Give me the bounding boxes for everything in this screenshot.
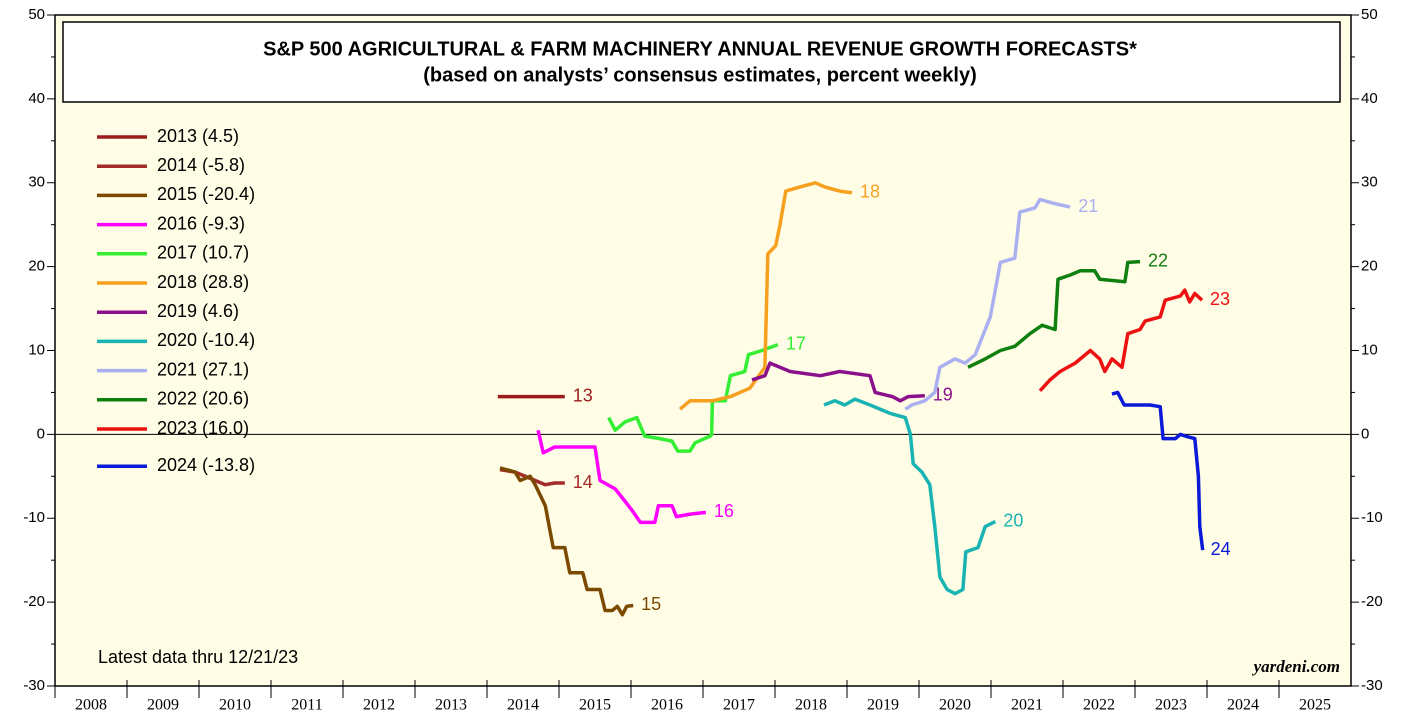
end-label: 21 [1078,196,1098,216]
x-tick-label: 2025 [1299,697,1331,714]
y-tick-label-right: 40 [1361,90,1378,107]
end-label: 18 [860,182,880,202]
y-tick-label: 0 [37,425,45,442]
x-tick-label: 2013 [435,697,467,714]
x-tick-label: 2021 [1011,697,1043,714]
title-box [62,21,1341,103]
legend-label: 2018 (28.8) [157,272,249,292]
legend-label: 2022 (20.6) [157,389,249,409]
legend-label: 2016 (-9.3) [157,213,245,233]
y-tick-label: 10 [28,341,45,358]
chart-subtitle: (based on analysts’ consensus estimates,… [423,64,977,86]
x-tick-label: 2024 [1227,697,1259,714]
legend-label: 2020 (-10.4) [157,330,255,350]
legend-label: 2019 (4.6) [157,301,239,321]
legend: 2013 (4.5) 2014 (-5.8) 2015 (-20.4) 2016 (-… [97,126,255,475]
x-tick-label: 2019 [867,697,899,714]
y-tick-label: -30 [23,677,45,694]
end-label: 23 [1210,289,1230,309]
x-tick-label: 2015 [579,697,611,714]
y-tick-label-right: 50 [1361,6,1378,23]
legend-label: 2023 (16.0) [157,418,249,438]
y-tick-label-right: -20 [1361,593,1383,610]
legend-label: 2021 (27.1) [157,359,249,379]
x-tick-label: 2016 [651,697,683,714]
end-label: 15 [641,594,661,614]
y-tick-label: -20 [23,593,45,610]
x-tick-label: 2020 [939,697,971,714]
x-tick-label: 2008 [75,697,107,714]
y-tick-label: 50 [28,6,45,23]
legend-label: 2017 (10.7) [157,243,249,263]
lines-layer: 13 14 15 16 17 18 19 20 21 22 23 24 [497,181,1231,617]
series-line [967,259,1141,369]
y-tick-label: -10 [23,509,45,526]
y-tick-label-right: 20 [1361,258,1378,275]
legend-label: 2013 (4.5) [157,126,239,146]
y-tick-label-right: -10 [1361,509,1383,526]
series-line [823,397,997,596]
source: yardeni.com [1252,657,1340,676]
x-tick-label: 2023 [1155,697,1187,714]
chart-title: S&P 500 AGRICULTURAL & FARM MACHINERY AN… [263,38,1137,60]
series-line [904,197,1071,411]
end-label: 19 [933,385,953,405]
end-label: 16 [714,501,734,521]
end-label: 24 [1211,539,1231,559]
series-line [751,361,925,403]
end-label: 22 [1148,250,1168,270]
x-tick-label: 2022 [1083,697,1115,714]
x-tick-label: 2010 [219,697,251,714]
legend-label: 2024 (-13.8) [157,455,255,475]
series-line [1038,288,1204,392]
x-tick-label: 2012 [363,697,395,714]
series-line [1111,390,1205,551]
end-label: 13 [573,385,593,405]
series-line [536,429,707,525]
end-label: 14 [573,472,593,492]
x-tick-label: 2018 [795,697,827,714]
y-tick-label-right: 10 [1361,341,1378,358]
series-line [499,466,634,617]
x-tick-label: 2017 [723,697,755,714]
y-tick-label: 20 [28,258,45,275]
y-tick-label: 40 [28,90,45,107]
annotation: Latest data thru 12/21/23 [98,647,298,667]
x-tick-label: 2011 [291,697,322,714]
legend-label: 2015 (-20.4) [157,184,255,204]
y-tick-label-right: 30 [1361,174,1378,191]
y-tick-label: 30 [28,174,45,191]
series-line [607,342,779,453]
y-tick-label-right: 0 [1361,425,1369,442]
legend-label: 2014 (-5.8) [157,155,245,175]
y-tick-label-right: -30 [1361,677,1383,694]
plot-area [54,14,1352,687]
x-tick-label: 2009 [147,697,179,714]
end-label: 20 [1003,510,1023,530]
series-line [678,181,853,411]
end-label: 17 [786,333,806,353]
x-tick-label: 2014 [507,697,539,714]
